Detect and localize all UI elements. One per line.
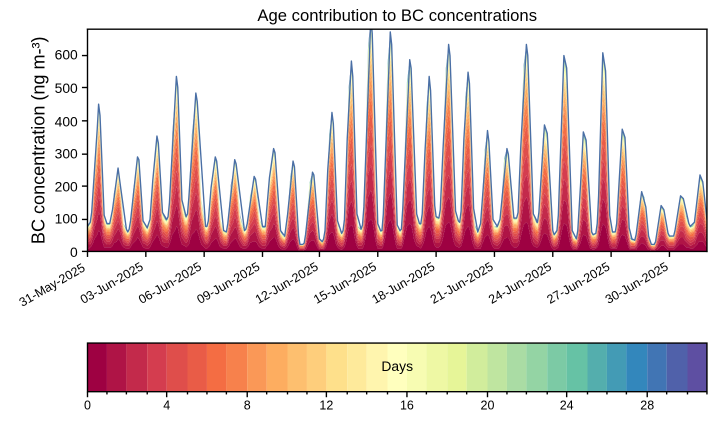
svg-text:Days: Days: [381, 358, 413, 374]
svg-text:8: 8: [244, 399, 251, 413]
svg-text:20: 20: [481, 399, 495, 413]
svg-text:400: 400: [55, 113, 78, 129]
svg-text:500: 500: [55, 80, 78, 96]
svg-text:16: 16: [400, 399, 414, 413]
svg-text:0: 0: [84, 399, 91, 413]
svg-text:Age contribution to BC concent: Age contribution to BC concentrations: [257, 6, 537, 25]
svg-text:12: 12: [319, 399, 333, 413]
svg-text:0: 0: [70, 244, 78, 260]
svg-text:300: 300: [55, 145, 78, 161]
svg-text:100: 100: [55, 211, 78, 227]
svg-text:600: 600: [55, 47, 78, 63]
svg-text:4: 4: [163, 399, 170, 413]
svg-text:BC concentration (ng m-³): BC concentration (ng m-³): [28, 36, 48, 244]
svg-text:28: 28: [640, 399, 654, 413]
svg-text:200: 200: [55, 179, 78, 195]
svg-text:24: 24: [560, 399, 574, 413]
